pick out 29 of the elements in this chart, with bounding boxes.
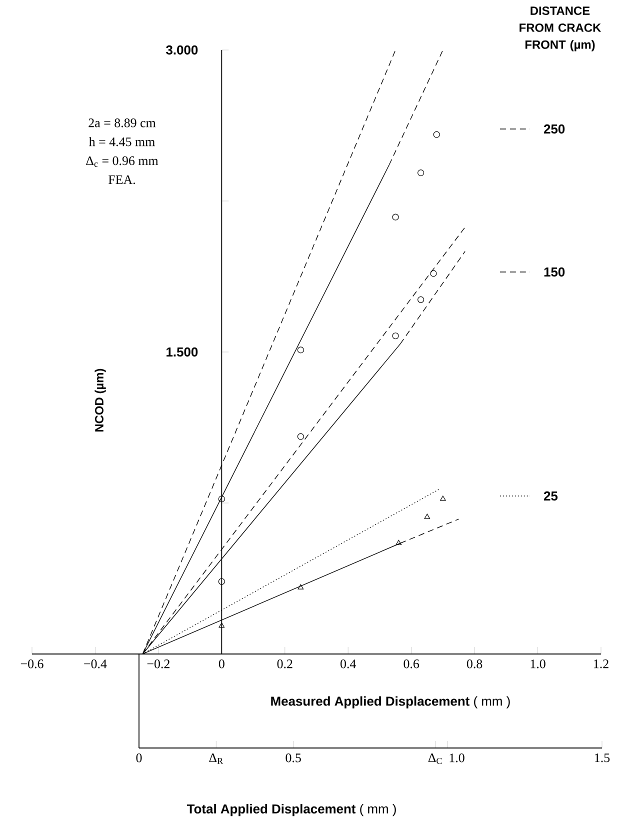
x-axis-title: Measured Applied Displacement ( mm ) xyxy=(271,696,510,708)
x2-tick-label: Δ$_{C}$ xyxy=(428,754,442,764)
x-tick-label: 0.8 xyxy=(466,660,482,668)
x2-tick-label: 0.5 xyxy=(286,754,301,762)
x-tick-label: 1.2 xyxy=(594,660,608,668)
x-tick-label: 0 xyxy=(218,660,224,668)
x-tick-label: −0.2 xyxy=(147,660,170,668)
x2-tick-label: 1.0 xyxy=(450,754,464,762)
y-axis-title: NCOD (µm) xyxy=(94,368,106,432)
y-tick-label: 3.000 xyxy=(166,45,198,55)
x2-axis-title: Total Applied Displacement ( mm ) xyxy=(186,804,396,816)
annotation: Δ$_{c}$ = 0.96 mm xyxy=(86,156,158,167)
x2-tick-label: Δ$_{R}$ xyxy=(209,754,224,764)
x-tick-label: 0.2 xyxy=(277,660,292,668)
annotation: 2a = 8.89 cm xyxy=(88,118,156,128)
x-tick-label: 1.0 xyxy=(530,660,546,668)
x2-tick-label: 0 xyxy=(136,754,142,762)
x-tick-label: −0.4 xyxy=(84,660,107,668)
y-tick-label: 1.500 xyxy=(166,347,198,357)
x-tick-label: −0.6 xyxy=(20,660,44,668)
legend-title: DISTANCE FROM CRACK FRONT (µm) xyxy=(520,6,602,52)
x-tick-label: 0.6 xyxy=(404,660,420,668)
legend-label: 150 xyxy=(544,267,565,277)
annotation: h = 4.45 mm xyxy=(88,137,155,146)
x2-tick-label: 1.5 xyxy=(595,754,610,762)
annotation: FEA. xyxy=(108,175,135,184)
legend-label: 25 xyxy=(544,491,558,501)
x-tick-label: 0.4 xyxy=(340,660,356,668)
legend-label: 250 xyxy=(544,124,565,134)
